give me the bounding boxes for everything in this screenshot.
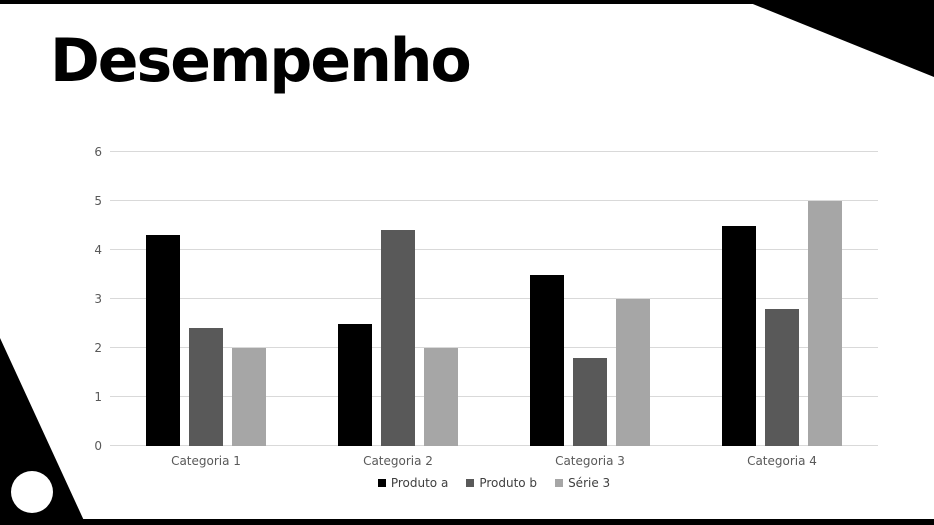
legend-item: Série 3: [555, 476, 610, 490]
category-label: Categoria 1: [171, 454, 241, 468]
bar-série-3: [616, 299, 650, 446]
bar-group: [686, 152, 878, 446]
bar-produto-a: [146, 235, 180, 446]
legend-label: Produto b: [479, 476, 538, 490]
bar-produto-a: [338, 323, 372, 446]
y-tick-label: 3: [94, 292, 102, 306]
category-label: Categoria 3: [555, 454, 625, 468]
slide-title: Desempenho: [50, 26, 472, 96]
bar-groups: [110, 152, 878, 446]
bar-produto-b: [381, 230, 415, 446]
gridline: [110, 396, 878, 397]
bar-série-3: [808, 201, 842, 446]
legend-item: Produto b: [466, 476, 537, 490]
y-tick-label: 2: [94, 341, 102, 356]
y-tick-label: 0: [94, 439, 102, 453]
legend-label: Série 3: [568, 476, 611, 490]
gridline: [110, 200, 878, 201]
bar-group: [302, 152, 494, 446]
category-label: Categoria 4: [747, 454, 817, 468]
gridline: [110, 151, 878, 152]
bar-série-3: [424, 348, 458, 446]
chart-legend: Produto a Produto b Série 3: [110, 476, 878, 490]
bar-group: [494, 152, 686, 446]
circle-decoration: [11, 471, 53, 513]
bottom-accent-bar: [0, 519, 934, 525]
bar-produto-a: [530, 274, 564, 446]
legend-swatch: [377, 479, 386, 487]
legend-swatch: [555, 479, 564, 487]
bar-série-3: [232, 348, 266, 446]
bar-produto-b: [189, 328, 223, 446]
legend-item: Produto a: [377, 476, 449, 490]
y-tick-label: 4: [94, 243, 102, 258]
gridline: [110, 347, 878, 348]
top-accent-bar: [0, 0, 934, 4]
gridline: [110, 445, 878, 446]
y-tick-label: 5: [94, 194, 102, 208]
bar-chart: 0 1 2 3 4 5 6: [94, 145, 878, 453]
category-axis: Categoria 1 Categoria 2 Categoria 3 Categor…: [110, 454, 878, 468]
gridline: [110, 298, 878, 299]
legend-label: Produto a: [390, 476, 449, 490]
y-tick-label: 1: [94, 390, 102, 405]
category-label: Categoria 2: [363, 454, 433, 468]
bar-produto-b: [573, 357, 607, 446]
bar-produto-a: [722, 225, 756, 446]
bar-group: [110, 152, 302, 446]
y-tick-label: 6: [94, 145, 102, 159]
bar-produto-b: [765, 308, 799, 446]
gridline: [110, 249, 878, 250]
legend-swatch: [466, 479, 475, 487]
top-right-triangle-decoration: [743, 0, 934, 77]
